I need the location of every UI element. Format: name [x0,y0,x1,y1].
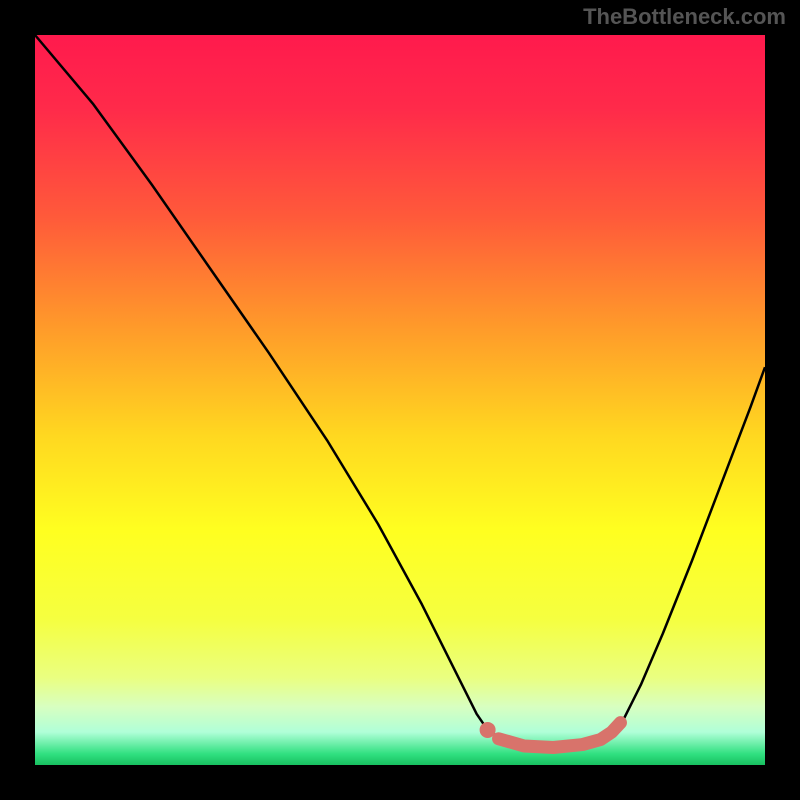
chart-svg [0,0,800,800]
figure-canvas: TheBottleneck.com [0,0,800,800]
gradient-background [35,35,765,765]
optimal-point-marker [480,722,496,738]
attribution-label: TheBottleneck.com [583,4,786,30]
